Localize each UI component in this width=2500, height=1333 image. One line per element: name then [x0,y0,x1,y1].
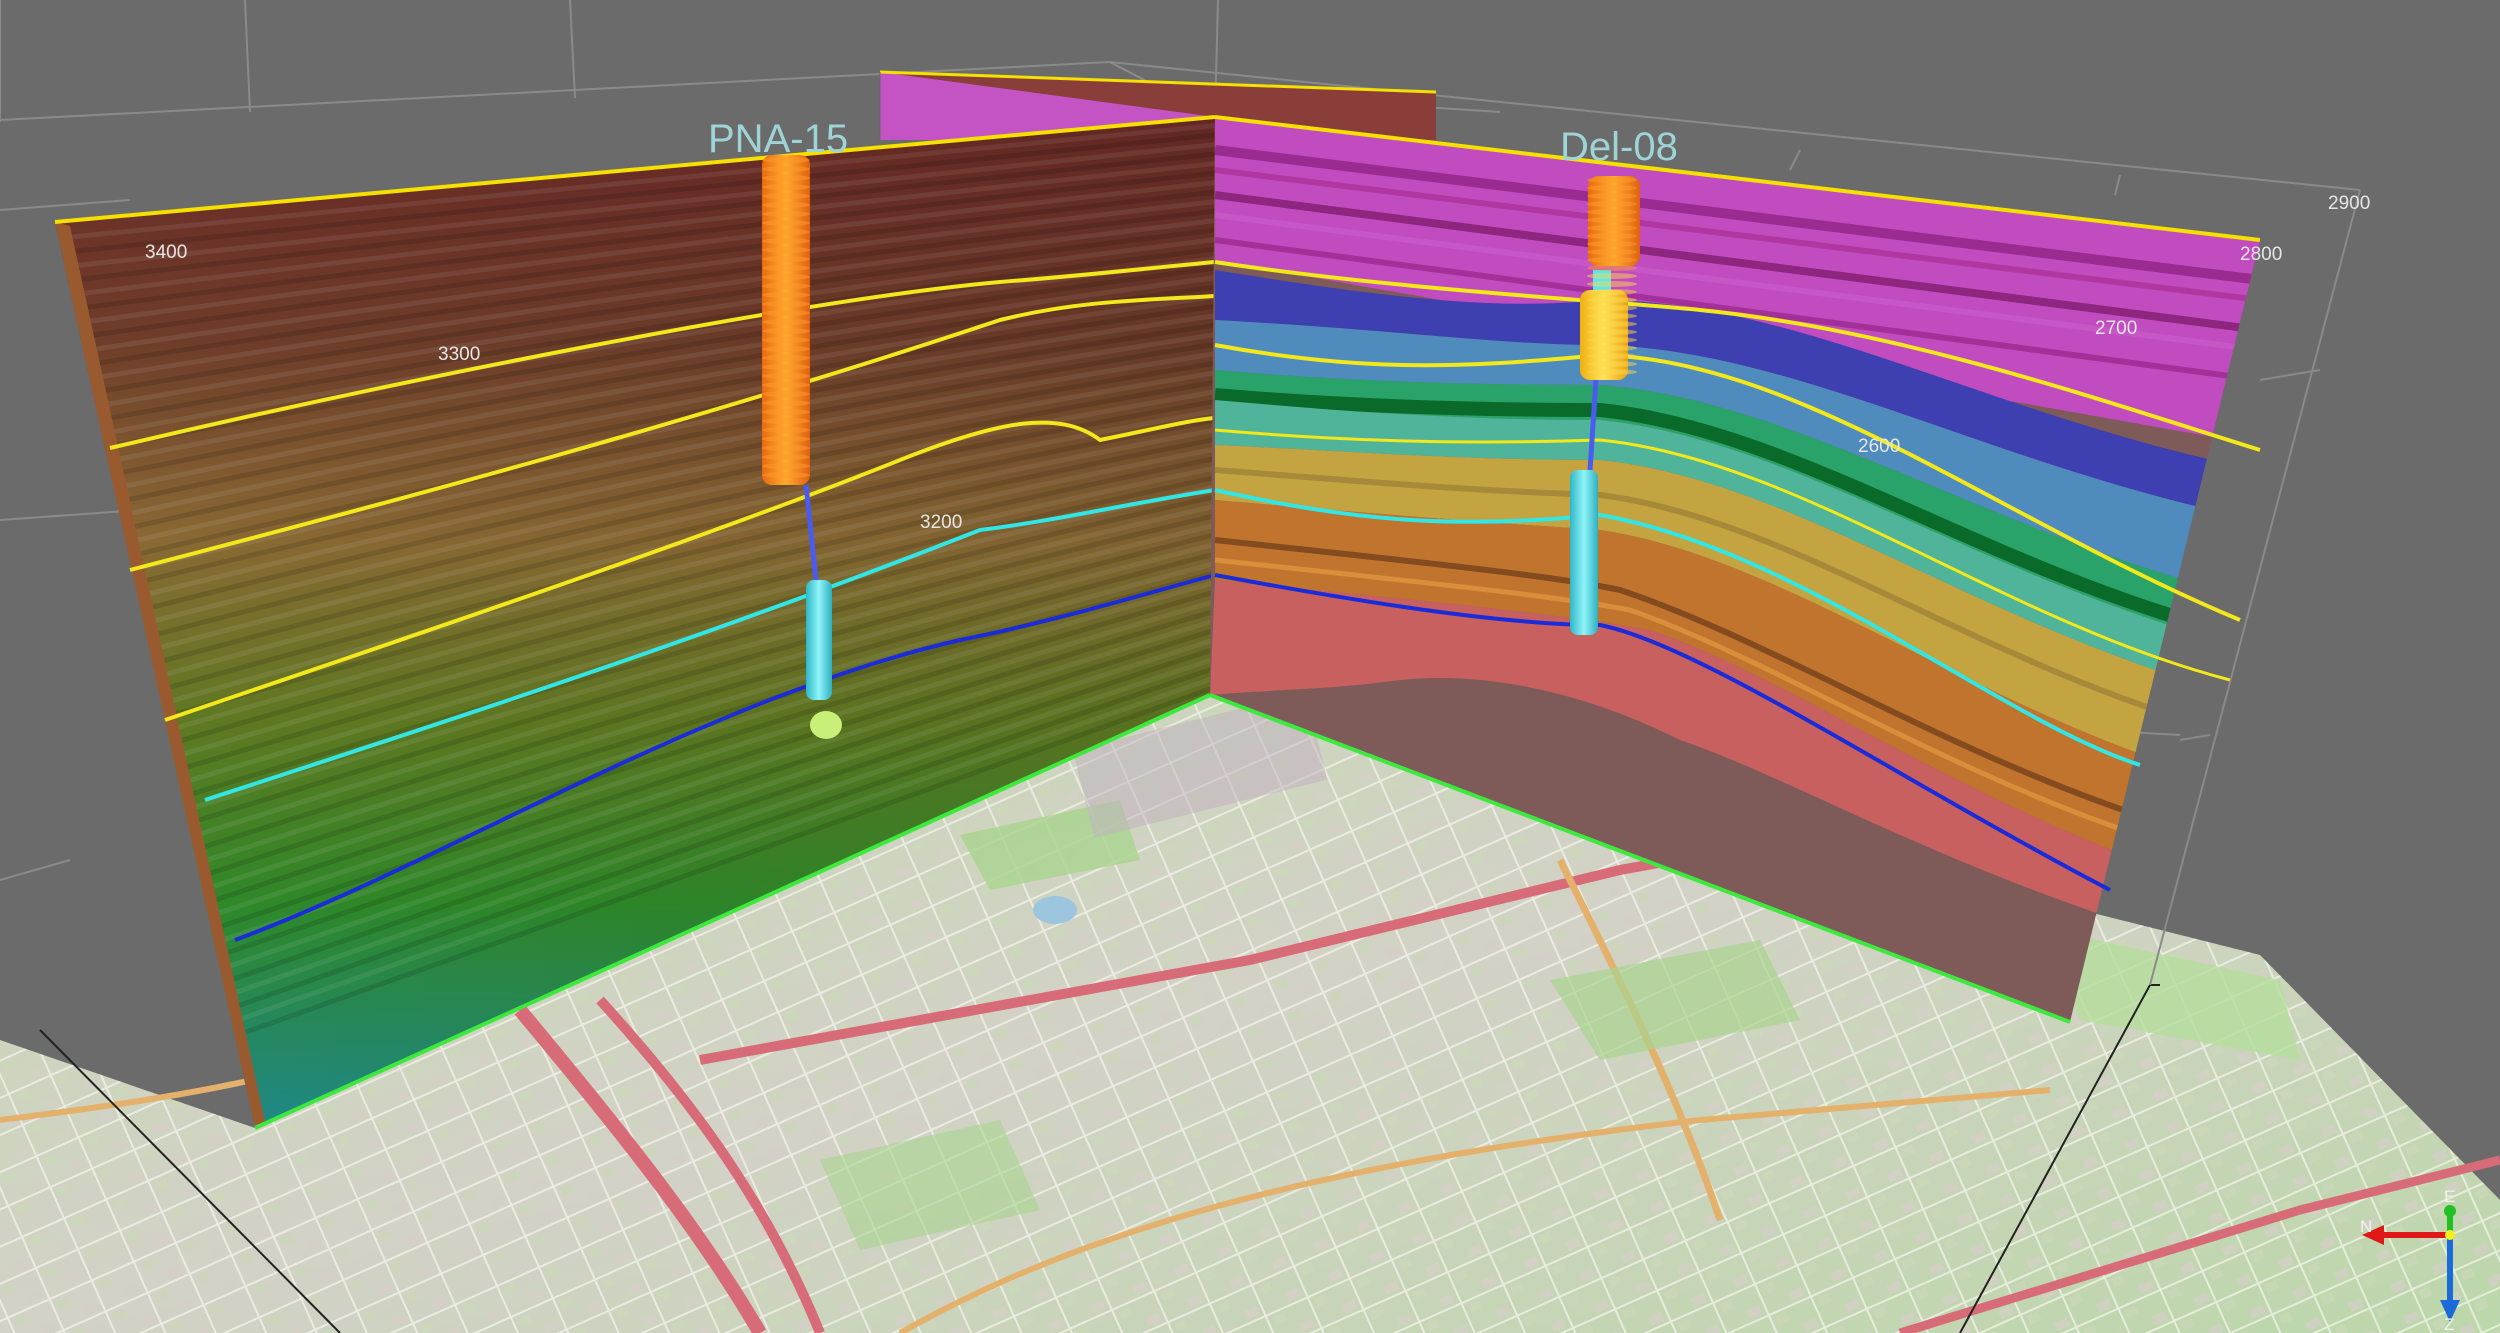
log-ring [762,427,810,433]
log-ring [762,193,810,199]
horizon-cyan-right[interactable] [1214,488,2141,767]
log-ring [762,283,810,289]
log-ring [762,400,810,406]
log-ring [1587,241,1637,247]
orientation-triad[interactable]: E N Z [2360,1187,2460,1333]
well-del-08-log-rings [1587,177,1637,375]
well-pna-15[interactable] [762,155,842,739]
log-ring [762,229,810,235]
log-ring [762,157,810,163]
log-ring [762,256,810,262]
log-ring [1587,257,1637,263]
log-ring [1587,249,1637,255]
horizon-yellow-right-2[interactable] [1214,343,2241,622]
log-ring [1587,233,1637,239]
log-ring [762,319,810,325]
log-ring [762,310,810,316]
log-ring [1587,289,1637,295]
horizon-blue-right[interactable] [1214,573,2111,892]
axis-label-3400: 3400 [145,242,187,263]
log-ring [1587,185,1637,191]
axis-label-2900: 2900 [2328,193,2370,214]
log-ring [1587,265,1637,271]
log-ring [1587,209,1637,215]
log-ring [762,166,810,172]
left-seismic-section[interactable] [40,115,1220,1130]
well-pna-15-log-rings [762,157,810,478]
log-ring [1587,353,1637,359]
log-ring [762,346,810,352]
log-ring [762,184,810,190]
log-ring [762,355,810,361]
log-ring [762,220,810,226]
log-ring [1587,177,1637,183]
axis-label-2800: 2800 [2240,244,2282,265]
log-ring [1587,329,1637,335]
log-ring [1587,193,1637,199]
log-ring [762,175,810,181]
log-ring [1587,225,1637,231]
horizon-yellow-1[interactable] [109,260,1216,450]
log-ring [1587,305,1637,311]
log-ring [1587,337,1637,343]
log-ring [1587,281,1637,287]
log-ring [762,211,810,217]
axis-label-2600: 2600 [1858,436,1900,457]
horizon-yellow-4[interactable] [164,416,1216,722]
basemap[interactable] [0,690,2500,1333]
well-del-08[interactable] [1570,176,1640,635]
log-ring [762,373,810,379]
log-ring [762,292,810,298]
log-ring [762,436,810,442]
right-seismic-section[interactable] [1209,115,2261,1024]
triad-label-n: N [2360,1217,2372,1236]
log-ring [1587,313,1637,319]
log-ring [1587,297,1637,303]
log-ring [762,382,810,388]
log-ring [1587,273,1637,279]
log-ring [762,454,810,460]
log-ring [762,391,810,397]
right-interpreted-strata [1210,117,2260,960]
log-ring [762,364,810,370]
well-label-del-08: Del-08 [1560,125,1678,169]
log-ring [762,247,810,253]
axis-label-3200: 3200 [920,512,962,533]
log-ring [1587,217,1637,223]
log-ring [762,337,810,343]
log-ring [1587,201,1637,207]
log-ring [762,265,810,271]
log-ring [762,301,810,307]
horizon-yellow-right-3[interactable] [1214,428,2231,682]
log-ring [1587,361,1637,367]
axis-label-2700: 2700 [2095,318,2137,339]
axis-label-3300: 3300 [438,344,480,365]
well-label-pna-15: PNA-15 [708,117,848,161]
log-ring [1587,369,1637,375]
horizon-yellow-right-1[interactable] [1214,260,2261,452]
log-ring [762,445,810,451]
log-ring [762,409,810,415]
triad-label-z: Z [2444,1315,2454,1333]
log-ring [762,463,810,469]
log-ring [1587,321,1637,327]
log-ring [762,472,810,478]
log-ring [1587,345,1637,351]
log-ring [762,328,810,334]
log-ring [762,418,810,424]
log-ring [762,274,810,280]
log-ring [762,202,810,208]
log-ring [762,238,810,244]
triad-label-e: E [2444,1187,2455,1206]
